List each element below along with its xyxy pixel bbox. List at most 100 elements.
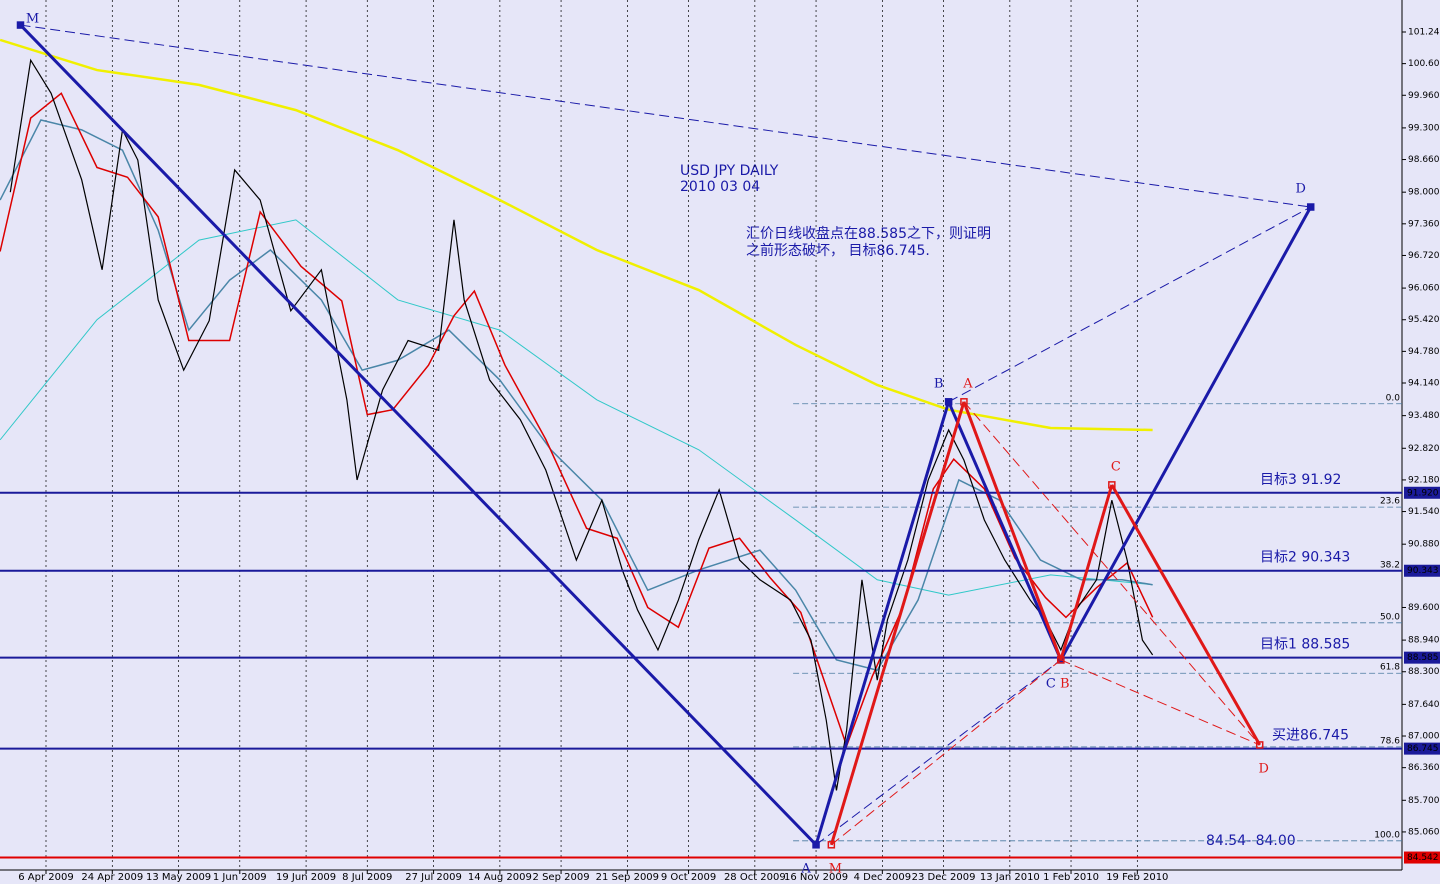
pattern-point — [16, 21, 25, 29]
pattern-leg — [1110, 484, 1262, 746]
pattern-leg — [19, 24, 818, 846]
pattern-leg — [815, 659, 1062, 846]
pattern-point — [1306, 203, 1315, 211]
y-tick-label: 89.600 — [1408, 603, 1440, 613]
y-tick-label: 100.600 — [1408, 59, 1440, 69]
pattern-point — [827, 841, 836, 849]
y-tick-label: 91.540 — [1408, 507, 1440, 517]
x-tick-label: 8 Jul 2009 — [342, 872, 392, 883]
fib-label: 61.8 — [1380, 663, 1400, 673]
x-tick-label: 13 May 2009 — [146, 872, 211, 883]
fib-label: 78.6 — [1380, 736, 1400, 746]
price-line — [0, 38, 1153, 432]
price-line — [9, 58, 1154, 791]
x-tick-label: 16 Nov 2009 — [784, 872, 848, 883]
level-label: 目标1 88.585 — [1260, 637, 1350, 653]
pattern-label: A — [962, 376, 973, 391]
price-line — [0, 92, 1154, 749]
y-tick-label: 99.300 — [1408, 123, 1440, 133]
pattern-label: D — [1259, 761, 1269, 776]
y-tick-label: 93.480 — [1408, 411, 1440, 421]
x-tick-label: 2 Sep 2009 — [533, 872, 590, 883]
y-tick-label: 85.060 — [1408, 827, 1440, 837]
pattern-point — [1108, 481, 1116, 489]
pattern-label: D — [1295, 182, 1305, 197]
chart-subtitle: 2010 03 04 — [680, 179, 760, 195]
fib-label: 50.0 — [1380, 612, 1400, 622]
pattern-leg — [947, 401, 1063, 661]
pattern-label: B — [1060, 676, 1070, 691]
level-tag — [1404, 851, 1440, 864]
y-tick-label: 85.700 — [1408, 796, 1440, 806]
level-tag-label: 91.920 — [1407, 488, 1439, 498]
chart-title: USD JPY DAILY — [680, 163, 779, 179]
x-tick-label: 21 Sep 2009 — [596, 872, 659, 883]
x-tick-label: 24 Apr 2009 — [81, 872, 143, 883]
pattern-leg — [962, 401, 1063, 661]
x-tick-label: 23 Dec 2009 — [912, 872, 976, 883]
x-tick-label: 27 Jul 2009 — [405, 872, 462, 883]
price-line — [0, 219, 1153, 596]
pattern-point — [960, 398, 968, 406]
pattern-leg — [831, 659, 1062, 846]
pattern-label: C — [1046, 676, 1056, 691]
y-tick-label: 92.180 — [1408, 475, 1440, 485]
level-label: 目标3 91.92 — [1260, 472, 1341, 488]
y-tick-label: 87.640 — [1408, 700, 1440, 710]
y-tick-label: 90.880 — [1408, 540, 1440, 550]
y-tick-label: 97.360 — [1408, 219, 1440, 229]
fib-label: 0.0 — [1386, 393, 1401, 403]
level-tag-label: 88.585 — [1407, 653, 1439, 663]
pattern-leg — [1059, 206, 1313, 661]
y-tick-label: 96.060 — [1408, 284, 1440, 294]
pattern-point — [812, 841, 820, 849]
y-tick-label: 99.960 — [1408, 91, 1440, 101]
pattern-leg — [829, 401, 966, 846]
y-tick-label: 86.360 — [1408, 763, 1440, 773]
pattern-label: M — [829, 861, 842, 876]
level-tag — [1404, 742, 1440, 755]
pattern-label: C — [1111, 459, 1121, 474]
pattern-leg — [963, 401, 1261, 746]
y-tick-label: 98.660 — [1408, 155, 1440, 165]
pattern-label: B — [934, 376, 944, 391]
pattern-leg — [1060, 659, 1260, 746]
level-label: 买进86.745 — [1272, 728, 1349, 744]
level-label: 目标2 90.343 — [1260, 550, 1350, 566]
y-tick-label: 95.420 — [1408, 315, 1440, 325]
fib-label: 100.0 — [1374, 830, 1400, 840]
pattern-label: A — [800, 861, 811, 876]
x-tick-label: 9 Oct 2009 — [661, 872, 716, 883]
x-tick-label: 4 Dec 2009 — [854, 872, 912, 883]
y-tick-label: 92.820 — [1408, 444, 1440, 454]
annotation: 汇价日线收盘点在88.585之下，则证明 — [746, 225, 991, 242]
x-tick-label: 1 Feb 2010 — [1043, 872, 1099, 883]
y-tick-label: 94.140 — [1408, 379, 1440, 389]
x-tick-label: 6 Apr 2009 — [18, 872, 73, 883]
level-tag — [1404, 564, 1440, 577]
y-tick-label: 87.000 — [1408, 732, 1440, 742]
pattern-leg — [948, 206, 1311, 403]
level-tag-label: 90.343 — [1407, 566, 1439, 576]
x-tick-label: 14 Aug 2009 — [468, 872, 532, 883]
pattern-point — [1057, 656, 1065, 664]
pattern-leg — [20, 24, 1311, 208]
pattern-point — [1255, 741, 1264, 749]
x-tick-label: 28 Oct 2009 — [724, 872, 786, 883]
y-tick-label: 101.240 — [1408, 27, 1440, 37]
fib-label: 38.2 — [1380, 560, 1400, 570]
level-tag — [1404, 651, 1440, 664]
pattern-leg — [1059, 484, 1114, 661]
pattern-leg — [814, 401, 951, 846]
level-tag-label: 86.745 — [1407, 744, 1439, 754]
pattern-label: M — [26, 12, 39, 27]
x-tick-label: 19 Jun 2009 — [276, 872, 336, 883]
y-tick-label: 98.000 — [1408, 188, 1440, 198]
x-tick-label: 1 Jun 2009 — [213, 872, 267, 883]
x-tick-label: 13 Jan 2010 — [980, 872, 1040, 883]
level-tag-label: 84.542 — [1407, 853, 1439, 863]
y-tick-label: 94.780 — [1408, 347, 1440, 357]
annotation: 之前形态破坏， 目标86.745. — [746, 242, 930, 259]
